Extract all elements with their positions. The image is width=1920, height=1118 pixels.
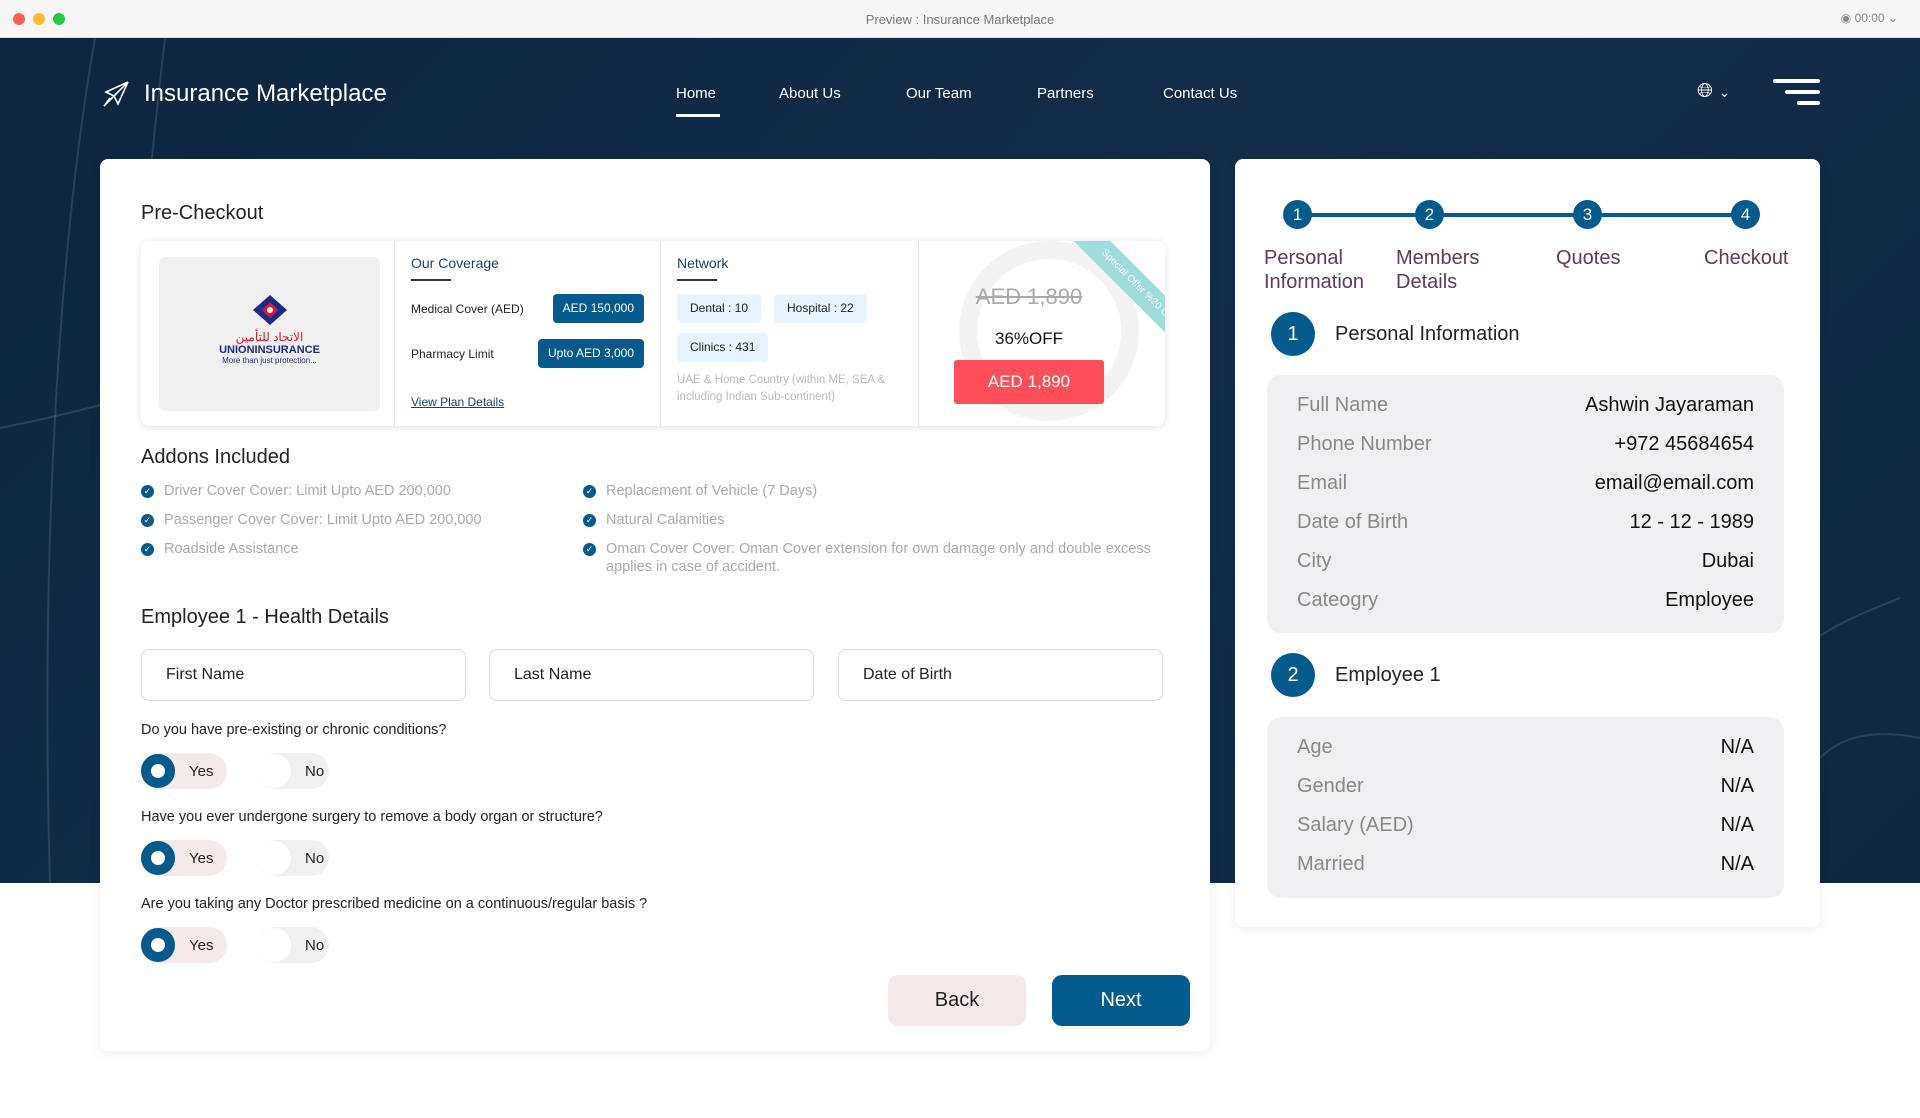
step-4-indicator[interactable]: 4 bbox=[1731, 200, 1760, 229]
network-note: UAE & Home Country (within ME, SEA & inc… bbox=[677, 374, 886, 403]
addon-item: ✓ Replacement of Vehicle (7 Days) bbox=[583, 482, 817, 500]
original-price: AED 1,890 bbox=[975, 284, 1083, 309]
brand-logo[interactable]: Insurance Marketplace bbox=[100, 78, 387, 110]
pharmacy-limit-value: Upto AED 3,000 bbox=[537, 339, 644, 368]
medicine-no-radio[interactable]: No bbox=[257, 927, 329, 963]
question-surgery: Have you ever undergone surgery to remov… bbox=[141, 809, 603, 825]
network-column: Network Dental : 10 Hospital : 22 Clinic… bbox=[661, 241, 919, 426]
network-title: Network bbox=[677, 255, 728, 281]
hamburger-menu-button[interactable] bbox=[1773, 79, 1820, 105]
info-row: Cateogry Employee bbox=[1297, 589, 1754, 611]
last-name-input[interactable] bbox=[489, 649, 814, 701]
addon-item: ✓ Driver Cover Cover: Limit Upto AED 200,… bbox=[141, 482, 451, 500]
employee-title: Employee 1 bbox=[1335, 664, 1441, 686]
addon-item: ✓ Natural Calamities bbox=[583, 511, 724, 529]
info-row: Full Name Ashwin Jayaraman bbox=[1297, 394, 1754, 416]
medical-cover-value: AED 150,000 bbox=[552, 294, 644, 323]
check-icon: ✓ bbox=[141, 514, 154, 527]
chevron-down-icon: ⌄ bbox=[1718, 84, 1731, 100]
question-medicine: Are you taking any Doctor prescribed med… bbox=[141, 896, 648, 912]
step-2-label: Members Details bbox=[1396, 247, 1480, 293]
nav-active-indicator bbox=[676, 114, 720, 117]
info-row: Married N/A bbox=[1297, 853, 1754, 875]
page-title: Pre-Checkout bbox=[141, 202, 264, 224]
nav-home[interactable]: Home bbox=[676, 85, 717, 102]
back-button[interactable]: Back bbox=[888, 975, 1026, 1026]
recording-timer[interactable]: ◉ 00:00 ⌄ bbox=[1840, 11, 1898, 25]
info-row: Phone Number +972 45684654 bbox=[1297, 433, 1754, 455]
pharmacy-limit-label: Pharmacy Limit bbox=[411, 347, 494, 361]
brand-name: Insurance Marketplace bbox=[144, 80, 387, 107]
health-details-title: Employee 1 - Health Details bbox=[141, 606, 389, 628]
step-1-label: Personal Information bbox=[1264, 247, 1365, 293]
info-row: Email email@email.com bbox=[1297, 472, 1754, 494]
check-icon: ✓ bbox=[141, 543, 154, 556]
check-icon: ✓ bbox=[583, 543, 596, 556]
employee-info-box: Age N/A Gender N/A Salary (AED) N/A Married… bbox=[1267, 717, 1784, 898]
coverage-column: Our Coverage Medical Cover (AED) AED 150… bbox=[395, 241, 661, 426]
globe-icon: 🌐︎ bbox=[1697, 80, 1713, 102]
question-pre-existing: Do you have pre-existing or chronic cond… bbox=[141, 722, 447, 738]
check-icon: ✓ bbox=[141, 485, 154, 498]
view-plan-details-link[interactable]: View Plan Details bbox=[411, 395, 505, 409]
maximize-window-button[interactable] bbox=[53, 13, 65, 25]
discount-label: 36%OFF bbox=[994, 329, 1064, 348]
plan-summary-card: الاتحاد للتأمين UNIONINSURANCE More than… bbox=[141, 241, 1165, 426]
price-button[interactable]: AED 1,890 bbox=[954, 360, 1104, 404]
step-3-label: Quotes bbox=[1556, 247, 1621, 269]
insurer-name: UNIONINSURANCE bbox=[219, 344, 320, 356]
surgery-no-radio[interactable]: No bbox=[257, 840, 329, 876]
nav-about-us[interactable]: About Us bbox=[779, 85, 841, 102]
price-column: Special Offer %20 OFF AED 1,890 36%OFF A… bbox=[919, 241, 1165, 426]
step-2-indicator[interactable]: 2 bbox=[1415, 200, 1444, 229]
step-1-indicator[interactable]: 1 bbox=[1283, 200, 1312, 229]
medicine-yes-radio[interactable]: Yes bbox=[141, 927, 227, 963]
network-clinics: Clinics : 431 bbox=[677, 333, 769, 362]
language-selector[interactable]: 🌐︎ ⌄ bbox=[1697, 80, 1730, 103]
next-button[interactable]: Next bbox=[1052, 975, 1190, 1026]
check-icon: ✓ bbox=[583, 485, 596, 498]
personal-info-box: Full Name Ashwin Jayaraman Phone Number +9… bbox=[1267, 375, 1784, 633]
pre-existing-no-radio[interactable]: No bbox=[257, 753, 329, 789]
rocket-icon bbox=[103, 81, 129, 107]
step-3-indicator[interactable]: 3 bbox=[1573, 200, 1602, 229]
insurer-tagline: More than just protection... bbox=[222, 356, 317, 365]
stepper-line bbox=[1297, 213, 1745, 217]
personal-info-title: Personal Information bbox=[1335, 323, 1520, 345]
window-title: Preview : Insurance Marketplace bbox=[865, 12, 1055, 27]
addon-item: ✓ Passenger Cover Cover: Limit Upto AED 2… bbox=[141, 511, 482, 529]
addon-item: ✓ Oman Cover Cover: Oman Cover extension … bbox=[583, 540, 1173, 576]
addons-title: Addons Included bbox=[141, 446, 291, 468]
step-4-label: Checkout bbox=[1704, 247, 1789, 269]
record-icon: ◉ bbox=[1840, 11, 1855, 25]
section-2-badge: 2 bbox=[1271, 653, 1315, 697]
info-row: Age N/A bbox=[1297, 736, 1754, 758]
minimize-window-button[interactable] bbox=[33, 13, 45, 25]
check-icon: ✓ bbox=[583, 514, 596, 527]
close-window-button[interactable] bbox=[13, 13, 25, 25]
coverage-title: Our Coverage bbox=[411, 255, 499, 281]
addon-item: ✓ Roadside Assistance bbox=[141, 540, 299, 558]
medical-cover-label: Medical Cover (AED) bbox=[411, 302, 524, 316]
surgery-yes-radio[interactable]: Yes bbox=[141, 840, 227, 876]
insurer-column: الاتحاد للتأمين UNIONINSURANCE More than… bbox=[141, 241, 395, 426]
date-of-birth-input[interactable] bbox=[838, 649, 1163, 701]
network-dental: Dental : 10 bbox=[677, 294, 762, 323]
section-1-badge: 1 bbox=[1271, 312, 1315, 356]
pre-existing-yes-radio[interactable]: Yes bbox=[141, 753, 227, 789]
info-row: Salary (AED) N/A bbox=[1297, 814, 1754, 836]
nav-our-team[interactable]: Our Team bbox=[906, 85, 972, 102]
info-row: City Dubai bbox=[1297, 550, 1754, 572]
insurer-logo: الاتحاد للتأمين UNIONINSURANCE More than… bbox=[159, 257, 380, 411]
network-hospital: Hospital : 22 bbox=[774, 294, 867, 323]
info-row: Gender N/A bbox=[1297, 775, 1754, 797]
nav-contact-us[interactable]: Contact Us bbox=[1163, 85, 1238, 102]
info-row: Date of Birth 12 - 12 - 1989 bbox=[1297, 511, 1754, 533]
insurer-name-arabic: الاتحاد للتأمين bbox=[235, 330, 304, 344]
window-titlebar: Preview : Insurance Marketplace ◉ 00:00 … bbox=[0, 0, 1920, 38]
first-name-input[interactable] bbox=[141, 649, 466, 701]
union-insurance-logo-mark bbox=[252, 295, 287, 325]
nav-partners[interactable]: Partners bbox=[1037, 85, 1094, 102]
